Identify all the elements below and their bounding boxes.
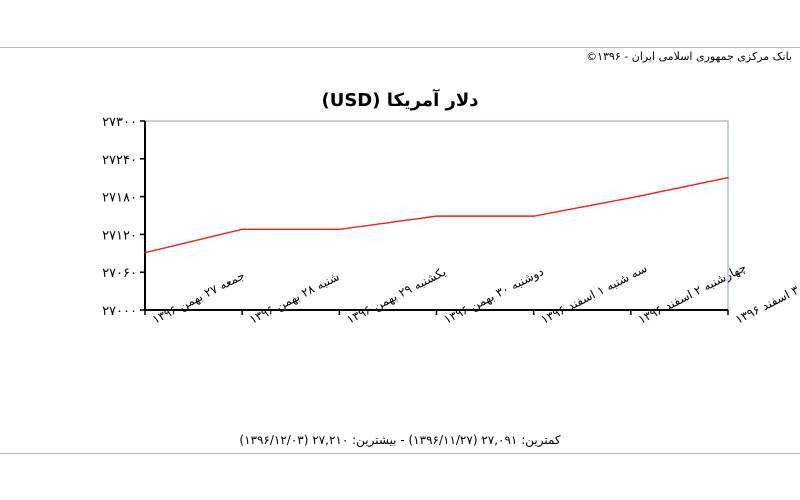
data-point <box>144 251 146 254</box>
x-tick-label: جمعه ۲۷ بهمن ۱۳۹۶ <box>150 268 247 328</box>
data-point <box>727 176 729 179</box>
chart-footer-summary: کمترین: ۲۷,۰۹۱ (۱۳۹۶/۱۱/۲۷) - بیشترین: ۲… <box>239 433 561 447</box>
y-tick-label: ۲۷۲۴۰ <box>102 153 137 168</box>
x-tick-label: سه شنبه ۱ اسفند ۱۳۹۶ <box>539 261 650 327</box>
x-tick-label: دوشنبه ۳۰ بهمن ۱۳۹۶ <box>442 264 547 327</box>
x-tick-label: چهارشنبه ۲ اسفند ۱۳۹۶ <box>636 260 749 327</box>
y-tick-label: ۲۷۳۰۰ <box>102 115 137 130</box>
chart-panel: بانک مرکزی جمهوری اسلامی ایران - ۱۳۹۶© د… <box>0 47 800 454</box>
x-tick-label: شنبه ۲۸ بهمن ۱۳۹۶ <box>247 269 342 327</box>
data-point <box>338 228 341 231</box>
y-tick-label: ۲۷۱۲۰ <box>102 228 137 243</box>
y-tick-label: ۲۷۰۰۰ <box>102 304 137 319</box>
data-point <box>241 228 243 231</box>
chart-title: دلار آمریکا (USD) <box>321 90 479 111</box>
x-tick-label: یکشنبه ۲۹ بهمن ۱۳۹۶ <box>344 265 448 328</box>
copyright-text: بانک مرکزی جمهوری اسلامی ایران - ۱۳۹۶© <box>586 50 792 63</box>
data-point <box>435 215 438 217</box>
series-line <box>144 177 729 254</box>
y-tick-label: ۲۷۱۸۰ <box>102 191 137 206</box>
data-point <box>630 197 632 199</box>
data-point <box>532 215 535 217</box>
y-tick-label: ۲۷۰۶۰ <box>102 266 137 281</box>
line-chart: ۲۷۰۰۰ ۲۷۰۶۰ ۲۷۱۲۰ ۲۷۱۸۰ ۲۷۲۴۰ ۲۷۳۰۰ جمعه ۲۷ به… <box>102 115 800 328</box>
